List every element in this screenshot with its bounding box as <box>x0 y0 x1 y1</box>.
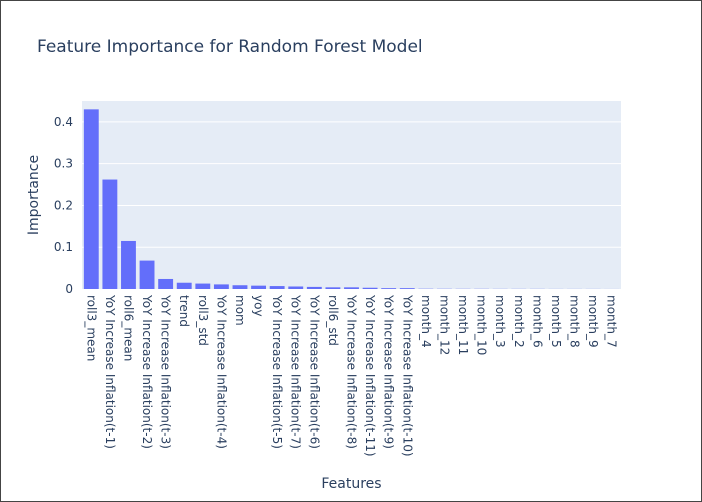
y-tick-label: 0.1 <box>54 240 73 254</box>
bar[interactable] <box>269 286 285 289</box>
y-tick-label: 0 <box>65 282 73 296</box>
x-tick-label: YoY Increase Inflation(t-9) <box>382 294 396 449</box>
bar[interactable] <box>344 287 359 289</box>
x-tick-label: trend <box>177 295 191 327</box>
bar[interactable] <box>251 285 267 289</box>
x-axis-title: Features <box>321 476 381 492</box>
x-tick-label: YoY Increase Inflation(t-8) <box>345 294 359 449</box>
x-tick-label: roll3_std <box>196 295 210 346</box>
bar[interactable] <box>158 278 174 289</box>
x-tick-label: month_7 <box>605 295 619 348</box>
bar[interactable] <box>399 288 415 289</box>
y-axis-title: Importance <box>26 155 42 235</box>
y-tick-label: 0.2 <box>54 198 73 212</box>
x-tick-label: roll6_std <box>326 295 340 346</box>
x-tick-label: YoY Increase Inflation(t-11) <box>363 294 377 457</box>
x-tick-label: YoY Increase Inflation(t-10) <box>400 294 414 457</box>
x-tick-label: yoy <box>252 295 266 317</box>
x-tick-label: mom <box>233 295 247 326</box>
bar[interactable] <box>139 260 155 289</box>
bar[interactable] <box>362 287 378 289</box>
bar[interactable] <box>232 285 248 289</box>
chart-title: Feature Importance for Random Forest Mod… <box>37 37 423 57</box>
bar[interactable] <box>306 286 322 289</box>
y-gridlines <box>82 121 621 248</box>
x-tick-label: month_12 <box>437 295 451 355</box>
x-tick-labels: roll3_mean YoY Increase Inflation(t-1) rol… <box>84 294 618 457</box>
y-tick-labels: 0 0.1 0.2 0.3 0.4 <box>54 115 73 296</box>
plot-area <box>82 101 621 289</box>
bar[interactable] <box>102 179 118 289</box>
x-tick-label: month_10 <box>475 295 489 355</box>
bar[interactable] <box>213 284 229 289</box>
x-tick-label: YoY Increase Inflation(t-4) <box>214 294 228 449</box>
bar[interactable] <box>83 109 99 289</box>
x-tick-label: YoY Increase Inflation(t-7) <box>289 294 303 449</box>
bar[interactable] <box>381 288 397 289</box>
bar[interactable] <box>195 283 211 289</box>
x-tick-label: month_5 <box>549 295 563 348</box>
x-tick-label: month_6 <box>530 295 544 348</box>
bars <box>83 109 620 289</box>
x-tick-label: YoY Increase Inflation(t-1) <box>103 294 117 449</box>
y-tick-label: 0.4 <box>54 115 73 129</box>
x-tick-label: month_3 <box>493 295 507 348</box>
x-tick-label: month_11 <box>456 295 470 355</box>
x-tick-label: month_2 <box>512 295 526 348</box>
x-tick-label: month_4 <box>419 295 433 348</box>
x-tick-label: roll6_mean <box>121 295 135 361</box>
bar[interactable] <box>288 286 304 289</box>
bar[interactable] <box>176 282 192 289</box>
x-tick-label: YoY Increase Inflation(t-5) <box>270 294 284 449</box>
x-tick-label: month_9 <box>586 295 600 348</box>
x-tick-label: month_8 <box>568 295 582 348</box>
bar[interactable] <box>325 287 341 289</box>
y-tick-label: 0.3 <box>54 157 73 171</box>
bar[interactable] <box>121 240 136 289</box>
x-tick-label: YoY Increase Inflation(t-3) <box>159 294 173 449</box>
x-tick-label: YoY Increase Inflation(t-2) <box>140 294 154 449</box>
x-tick-label: roll3_mean <box>84 295 98 361</box>
x-tick-label: YoY Increase Inflation(t-6) <box>307 294 321 449</box>
